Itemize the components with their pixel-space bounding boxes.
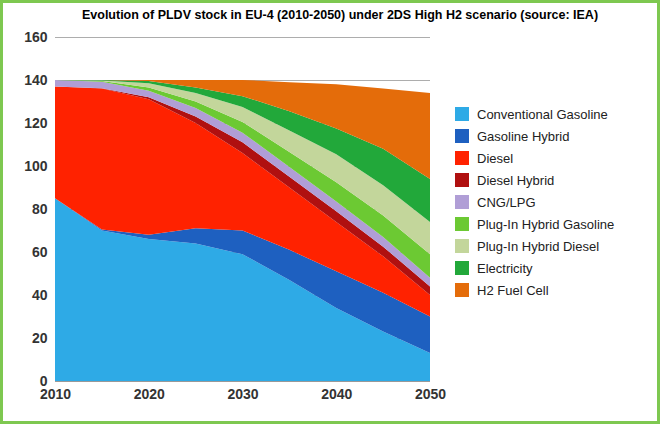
svg-text:60: 60	[32, 244, 48, 260]
svg-text:100: 100	[24, 158, 48, 174]
html-text:Diesel: Diesel	[477, 150, 514, 166]
html-text:Plug-In Hybrid Gasoline: Plug-In Hybrid Gasoline	[477, 216, 615, 232]
svg-text:20: 20	[32, 330, 48, 346]
svg-text:140: 140	[24, 72, 48, 88]
svg-text:0: 0	[39, 373, 48, 389]
html-text:Gasoline Hybrid: Gasoline Hybrid	[477, 128, 570, 144]
html-text:Conventional Gasoline: Conventional Gasoline	[477, 106, 608, 122]
html-text:Diesel Hybrid: Diesel Hybrid	[477, 172, 555, 188]
html-text:Plug-In Hybrid Diesel: Plug-In Hybrid Diesel	[477, 238, 600, 254]
html-text:Evolution of PLDV stock in EU-: Evolution of PLDV stock in EU-4 (2010-20…	[82, 8, 598, 22]
svg-text:40: 40	[32, 287, 48, 303]
svg-text:2050: 2050	[415, 386, 446, 402]
html-text:H2 Fuel Cell: H2 Fuel Cell	[477, 282, 549, 298]
svg-text:80: 80	[32, 201, 48, 217]
svg-text:120: 120	[24, 115, 48, 131]
svg-text:2010: 2010	[40, 386, 71, 402]
svg-text:160: 160	[24, 29, 48, 45]
svg-text:2020: 2020	[134, 386, 165, 402]
svg-text:2030: 2030	[227, 386, 258, 402]
html-text:CNG/LPG: CNG/LPG	[477, 194, 536, 210]
html-text:Electricity: Electricity	[477, 260, 533, 276]
svg-text:2040: 2040	[321, 386, 352, 402]
